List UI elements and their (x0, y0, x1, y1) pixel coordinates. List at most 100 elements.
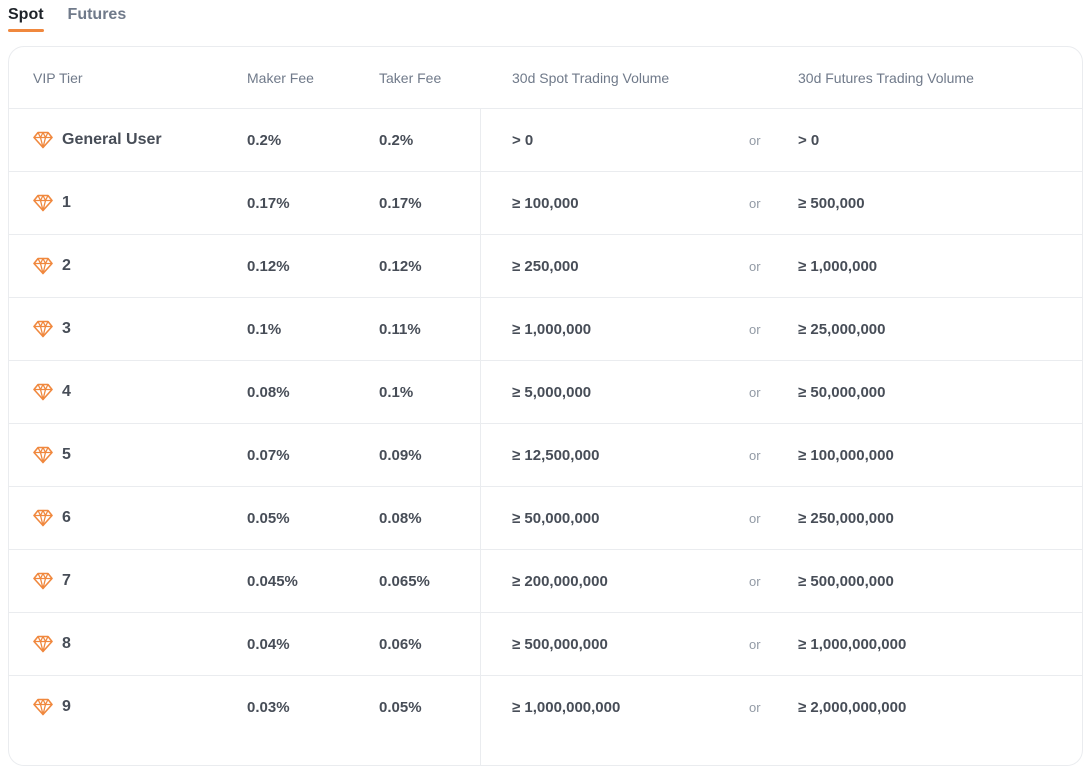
diamond-icon (33, 698, 53, 716)
or-connector: or (749, 321, 761, 337)
vip-tier-cell: 9 (33, 676, 71, 738)
vip-tier-label: 8 (62, 635, 71, 652)
spot-volume: ≥ 100,000 (512, 194, 579, 212)
vip-tier-label: 6 (62, 509, 71, 526)
maker-fee: 0.07% (247, 446, 290, 464)
spot-volume: ≥ 12,500,000 (512, 446, 600, 464)
diamond-icon (33, 194, 53, 212)
or-connector: or (749, 510, 761, 526)
or-connector: or (749, 699, 761, 715)
header-futures-volume: 30d Futures Trading Volume (798, 69, 974, 86)
spot-volume: ≥ 50,000,000 (512, 509, 600, 527)
spot-volume: > 0 (512, 131, 534, 149)
futures-volume: ≥ 2,000,000,000 (798, 698, 907, 716)
tab-spot[interactable]: Spot (8, 0, 44, 34)
vip-tier-cell: 8 (33, 613, 71, 675)
spot-volume: ≥ 500,000,000 (512, 635, 608, 653)
futures-volume: ≥ 100,000,000 (798, 446, 894, 464)
taker-fee: 0.17% (379, 194, 422, 212)
diamond-icon (33, 320, 53, 338)
futures-volume: ≥ 1,000,000 (798, 257, 878, 275)
maker-fee: 0.05% (247, 509, 290, 527)
or-connector: or (749, 447, 761, 463)
or-connector: or (749, 384, 761, 400)
maker-fee: 0.08% (247, 383, 290, 401)
table-row: 8 0.04% 0.06% ≥ 500,000,000 or ≥ 1,000,000,00… (9, 612, 1082, 675)
vip-fee-table: VIP Tier Maker Fee Taker Fee 30d Spot Tr… (8, 46, 1083, 766)
table-row: General User 0.2% 0.2% > 0 or > 0 (9, 108, 1082, 171)
taker-fee: 0.2% (379, 131, 414, 149)
header-spot-volume: 30d Spot Trading Volume (512, 69, 670, 86)
table-row: 2 0.12% 0.12% ≥ 250,000 or ≥ 1,000,000 (9, 234, 1082, 297)
table-row: 4 0.08% 0.1% ≥ 5,000,000 or ≥ 50,000,000 (9, 360, 1082, 423)
futures-volume: ≥ 1,000,000,000 (798, 635, 907, 653)
vip-tier-label: 3 (62, 320, 71, 337)
taker-fee: 0.12% (379, 257, 422, 275)
spot-volume: ≥ 1,000,000,000 (512, 698, 621, 716)
taker-fee: 0.09% (379, 446, 422, 464)
diamond-icon (33, 383, 53, 401)
vip-tier-cell: 1 (33, 172, 71, 234)
header-vip-tier: VIP Tier (33, 69, 83, 86)
table-row: 1 0.17% 0.17% ≥ 100,000 or ≥ 500,000 (9, 171, 1082, 234)
futures-volume: ≥ 250,000,000 (798, 509, 894, 527)
header-maker-fee: Maker Fee (247, 69, 314, 86)
vip-tier-label: 7 (62, 572, 71, 589)
table-row: 6 0.05% 0.08% ≥ 50,000,000 or ≥ 250,000,000 (9, 486, 1082, 549)
spot-volume: ≥ 250,000 (512, 257, 579, 275)
spot-volume: ≥ 200,000,000 (512, 572, 608, 590)
table-row: 7 0.045% 0.065% ≥ 200,000,000 or ≥ 500,000,00… (9, 549, 1082, 612)
vip-tier-label: General User (62, 131, 162, 148)
or-connector: or (749, 132, 761, 148)
taker-fee: 0.08% (379, 509, 422, 527)
maker-fee: 0.12% (247, 257, 290, 275)
diamond-icon (33, 509, 53, 527)
or-connector: or (749, 195, 761, 211)
futures-volume: ≥ 500,000,000 (798, 572, 894, 590)
tab-futures[interactable]: Futures (67, 6, 127, 23)
header-taker-fee: Taker Fee (379, 69, 442, 86)
futures-volume: ≥ 25,000,000 (798, 320, 886, 338)
maker-fee: 0.2% (247, 131, 282, 149)
vip-tier-cell: 7 (33, 550, 71, 612)
vip-tier-cell: 4 (33, 361, 71, 423)
vip-tier-label: 5 (62, 446, 71, 463)
taker-fee: 0.06% (379, 635, 422, 653)
fee-type-tabs: Spot Futures (8, 0, 126, 34)
diamond-icon (33, 446, 53, 464)
vip-tier-label: 4 (62, 383, 71, 400)
maker-fee: 0.17% (247, 194, 290, 212)
futures-volume: ≥ 500,000 (798, 194, 865, 212)
vip-tier-label: 1 (62, 194, 71, 211)
diamond-icon (33, 257, 53, 275)
spot-volume: ≥ 1,000,000 (512, 320, 592, 338)
spot-volume: ≥ 5,000,000 (512, 383, 592, 401)
vip-tier-cell: 6 (33, 487, 71, 549)
taker-fee: 0.1% (379, 383, 414, 401)
vip-tier-cell: 3 (33, 298, 71, 360)
column-divider (480, 108, 481, 765)
maker-fee: 0.04% (247, 635, 290, 653)
table-row: 9 0.03% 0.05% ≥ 1,000,000,000 or ≥ 2,000,000,… (9, 675, 1082, 738)
taker-fee: 0.065% (379, 572, 430, 590)
or-connector: or (749, 573, 761, 589)
table-header: VIP Tier Maker Fee Taker Fee 30d Spot Tr… (9, 47, 1082, 108)
maker-fee: 0.045% (247, 572, 298, 590)
vip-tier-label: 2 (62, 257, 71, 274)
or-connector: or (749, 636, 761, 652)
maker-fee: 0.03% (247, 698, 290, 716)
vip-tier-cell: General User (33, 109, 162, 171)
futures-volume: ≥ 50,000,000 (798, 383, 886, 401)
table-row: 3 0.1% 0.11% ≥ 1,000,000 or ≥ 25,000,000 (9, 297, 1082, 360)
diamond-icon (33, 131, 53, 149)
maker-fee: 0.1% (247, 320, 282, 338)
futures-volume: > 0 (798, 131, 820, 149)
taker-fee: 0.11% (379, 320, 421, 338)
vip-tier-label: 9 (62, 698, 71, 715)
table-row: 5 0.07% 0.09% ≥ 12,500,000 or ≥ 100,000,000 (9, 423, 1082, 486)
vip-tier-cell: 5 (33, 424, 71, 486)
or-connector: or (749, 258, 761, 274)
vip-tier-cell: 2 (33, 235, 71, 297)
diamond-icon (33, 635, 53, 653)
taker-fee: 0.05% (379, 698, 422, 716)
